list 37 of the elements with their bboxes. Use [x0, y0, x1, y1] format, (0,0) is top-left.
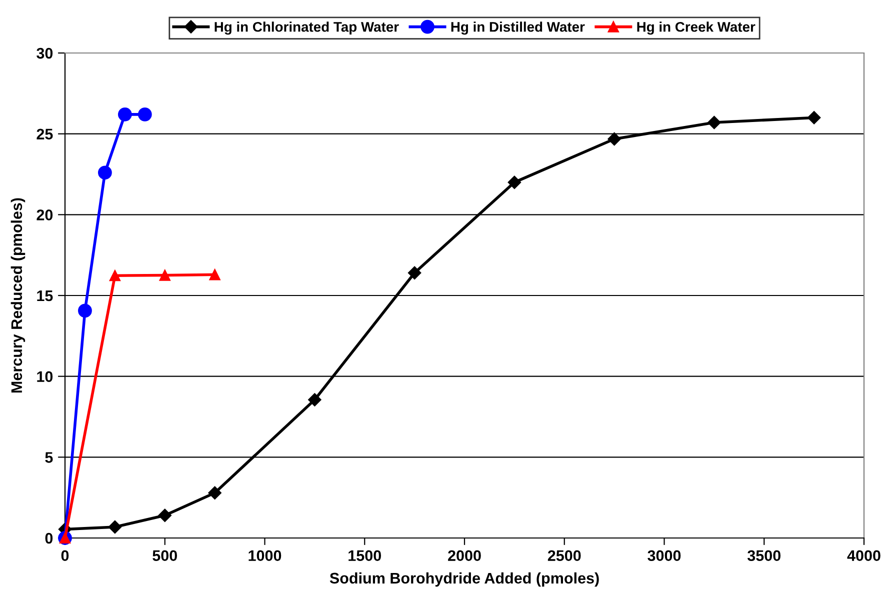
point [108, 520, 122, 534]
point [109, 270, 120, 282]
point [78, 304, 92, 318]
x-tick-label: 3000 [648, 550, 681, 562]
point [138, 107, 152, 122]
point [98, 166, 112, 180]
x-tick-label: 0 [61, 550, 69, 562]
x-tick-label: 1500 [348, 550, 381, 562]
y-tick-label: 15 [37, 290, 53, 302]
x-tick-label: 2500 [548, 550, 581, 562]
y-tick-label: 0 [45, 532, 53, 544]
point [158, 508, 172, 522]
legend-label: Hg in Distilled Water [451, 22, 585, 35]
y-tick-label: 10 [37, 371, 53, 382]
y-axis-title: Mercury Reduced (pmoles) [10, 198, 26, 393]
point [159, 270, 170, 281]
point [208, 486, 222, 500]
y-tick-label: 30 [36, 48, 53, 59]
point [608, 132, 621, 146]
x-tick-label: 4000 [847, 550, 880, 562]
point [209, 269, 220, 280]
point [408, 266, 422, 280]
y-tick-label: 5 [45, 452, 53, 463]
x-tick-label: 3500 [747, 550, 780, 562]
point [508, 176, 522, 189]
point [118, 107, 132, 122]
y-tick-label: 20 [36, 210, 53, 220]
x-tick-label: 1000 [248, 550, 282, 562]
point [807, 111, 821, 124]
x-axis-title: Sodium Borohydride Added (pmoles) [330, 572, 599, 587]
x-tick-label: 2000 [448, 550, 481, 562]
legend-label: Hg in Creek Water [637, 22, 756, 35]
y-tick-label: 25 [36, 128, 53, 140]
x-tick-label: 500 [152, 550, 177, 562]
point [308, 393, 322, 406]
legend-label: Hg in Chlorinated Tap Water [214, 22, 399, 35]
point [708, 116, 721, 130]
